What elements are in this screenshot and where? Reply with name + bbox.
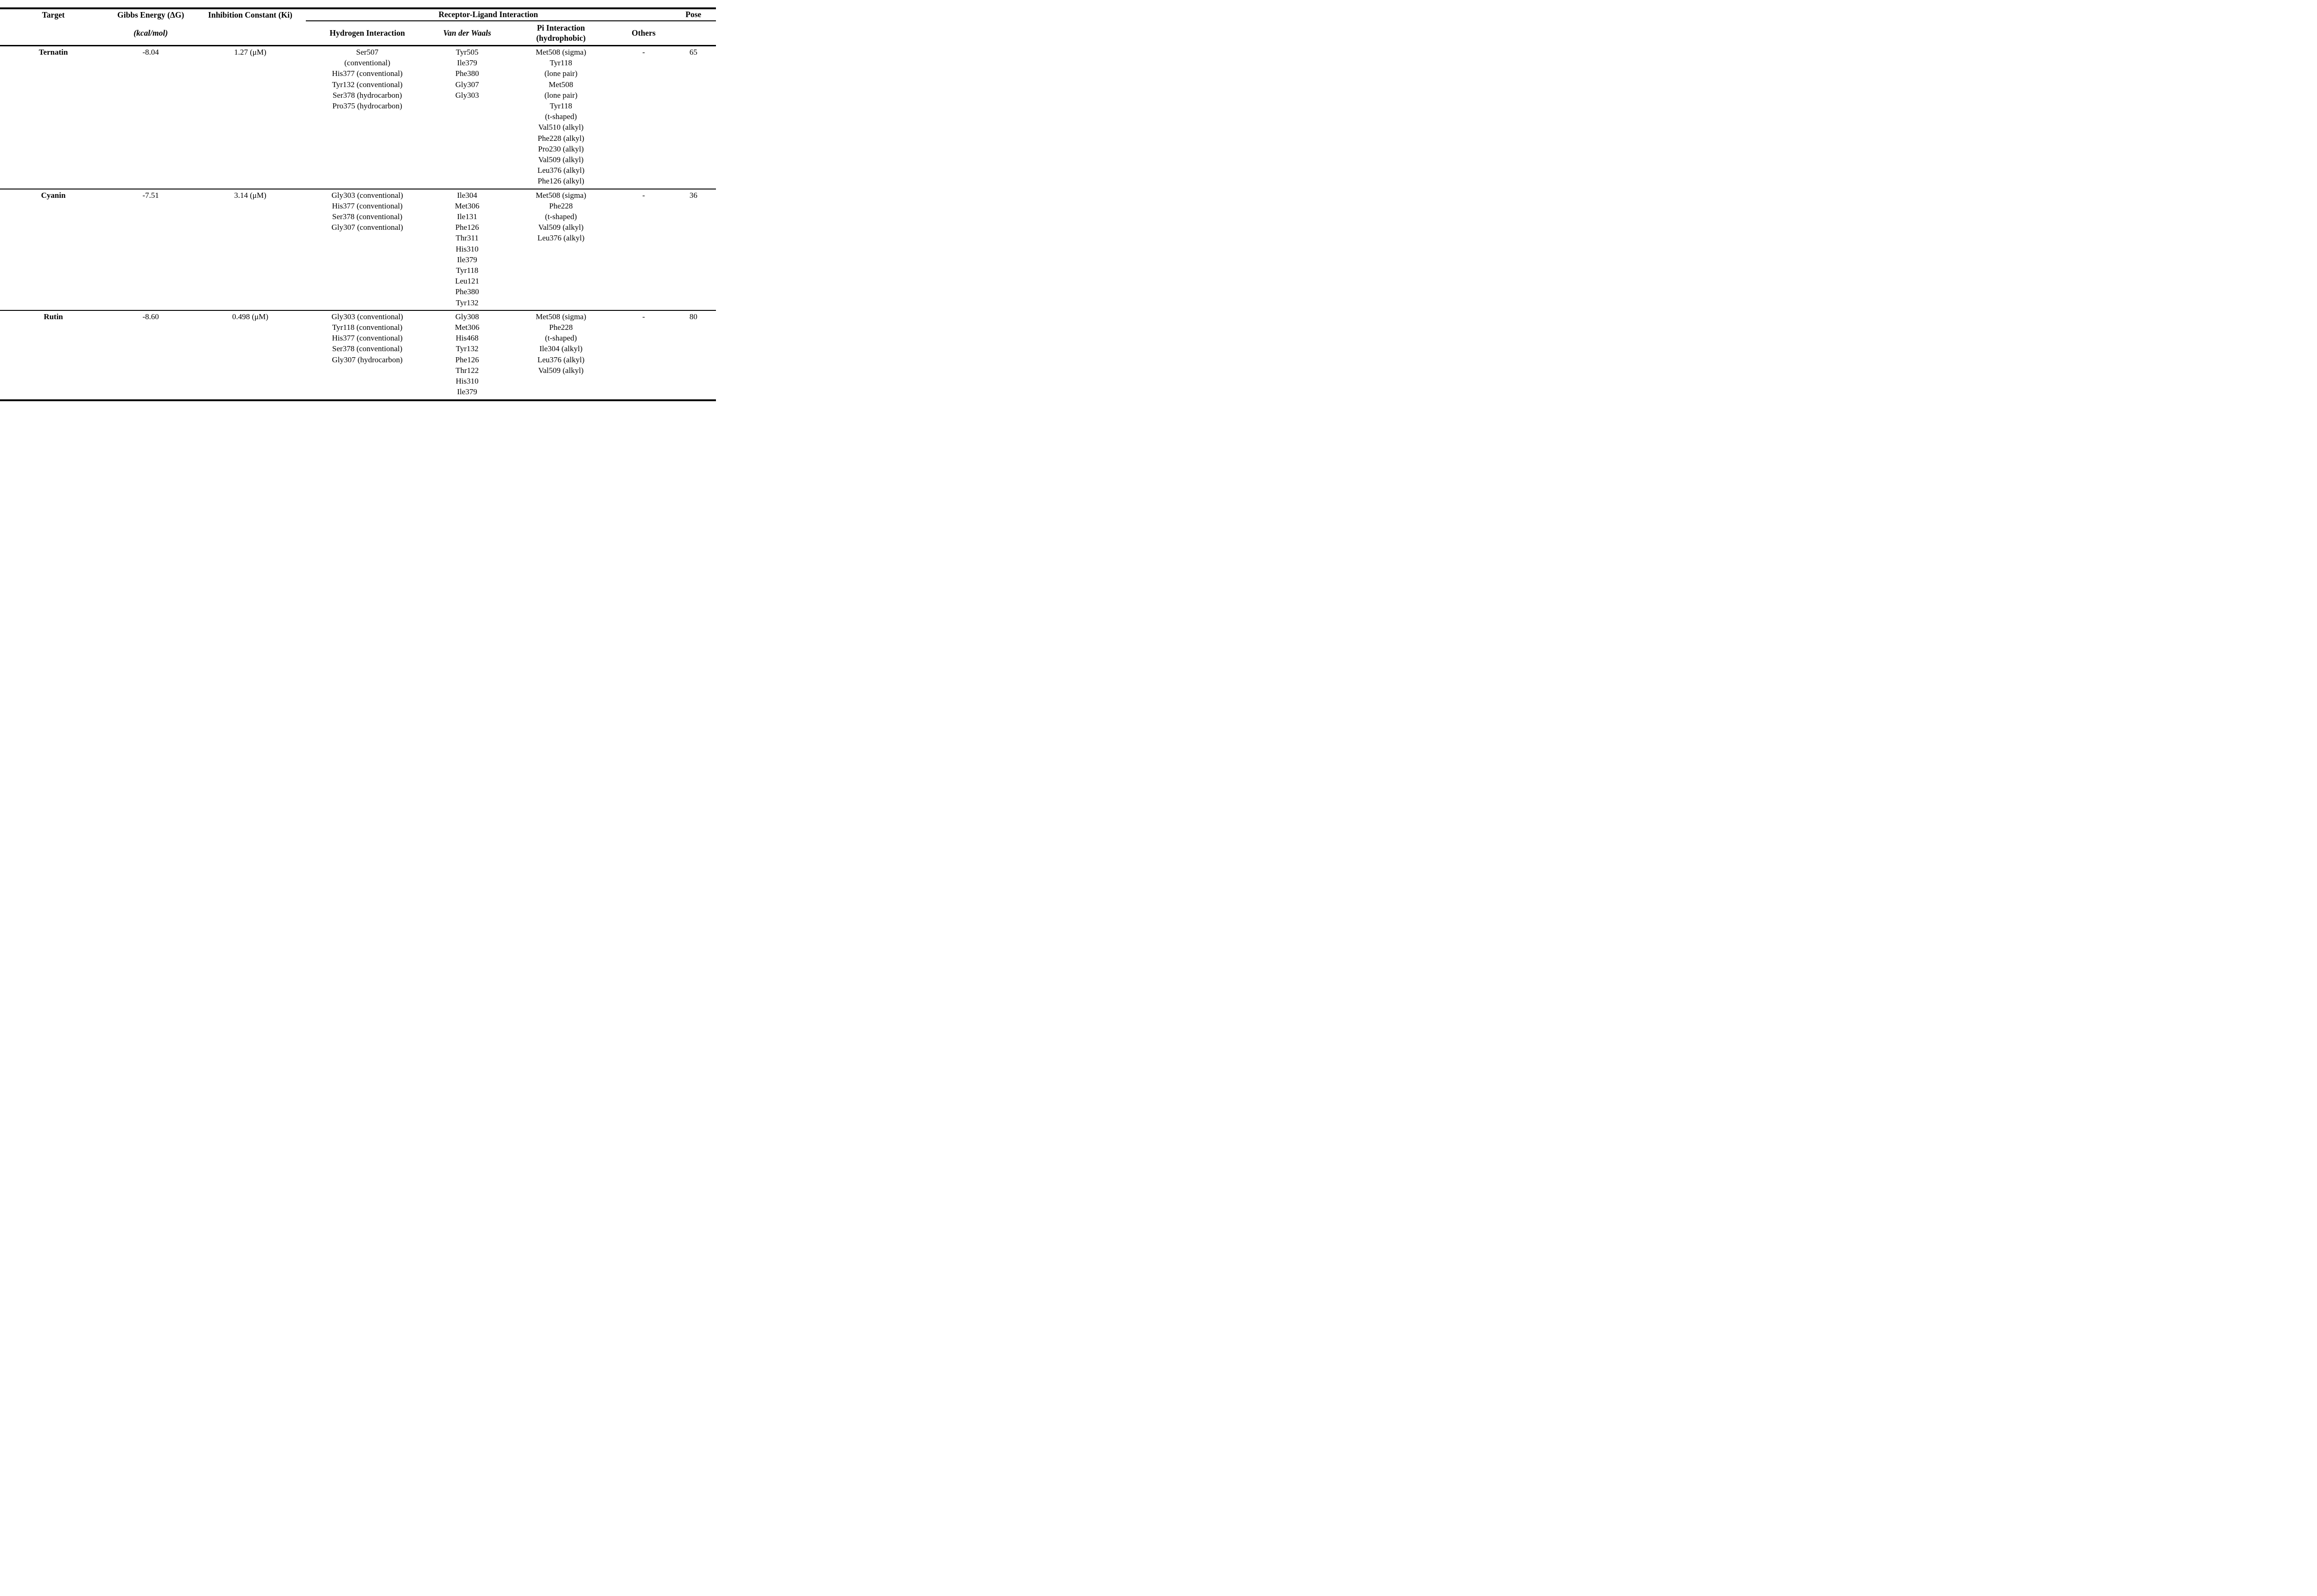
pose-cell: 36 — [689, 190, 697, 200]
vdw-cell: Ile304 Met306 Ile131 Phe126 Thr311 His310 Ile3… — [455, 190, 480, 307]
col-header-target: Target — [0, 7, 107, 21]
col-header-gibbs-energy: Gibbs Energy (ΔG) — [107, 7, 195, 21]
col-header-van-der-waals: Van der Waals — [429, 21, 506, 46]
pose-cell: 65 — [689, 48, 697, 57]
docking-results-table: Target Gibbs Energy (ΔG) Inhibition Cons… — [0, 7, 716, 401]
others-cell: - — [642, 190, 645, 200]
pi-cell: Met508 (sigma) Phe228 (t-shaped) Ile304 (al… — [535, 312, 587, 375]
ki-cell: 3.14 (μM) — [234, 190, 266, 200]
paper-table-page: Target Gibbs Energy (ΔG) Inhibition Cons… — [0, 0, 716, 407]
header-spacer-target — [0, 21, 107, 46]
col-header-pi-interaction: Pi Interaction (hydrophobic) — [505, 21, 617, 46]
table-row-cyanin: Cyanin -7.51 3.14 (μM) Gly303 (conventio… — [0, 189, 716, 310]
col-header-others: Others — [616, 21, 671, 46]
others-cell: - — [642, 312, 645, 321]
others-cell: - — [642, 48, 645, 57]
ki-cell: 1.27 (μM) — [234, 48, 266, 57]
header-spacer-pose — [671, 21, 716, 46]
gibbs-cell: -8.60 — [142, 312, 159, 321]
hydrogen-cell: Gly303 (conventional) His377 (conventiona… — [331, 190, 403, 232]
header-row-1: Target Gibbs Energy (ΔG) Inhibition Cons… — [0, 7, 716, 21]
gibbs-cell: -8.04 — [142, 48, 159, 57]
col-header-gibbs-units: (kcal/mol) — [107, 21, 195, 46]
col-header-inhibition-constant: Inhibition Constant (Ki) — [195, 7, 306, 21]
ki-cell: 0.498 (μM) — [232, 312, 268, 321]
vdw-cell: Tyr505 Ile379 Phe380 Gly307 Gly303 — [455, 48, 479, 100]
vdw-cell: Gly308 Met306 His468 Tyr132 Phe126 Thr122 His3… — [455, 312, 480, 397]
gibbs-cell: -7.51 — [142, 190, 159, 200]
pi-header-line2: (hydrophobic) — [536, 33, 586, 43]
pi-cell: Met508 (sigma) Tyr118 (lone pair) Met508 (lo… — [535, 48, 587, 186]
table-row-ternatin: Ternatin -8.04 1.27 (μM) Ser507 (conventi… — [0, 46, 716, 189]
col-header-hydrogen-interaction: Hydrogen Interaction — [305, 21, 429, 46]
target-cell: Cyanin — [41, 190, 66, 200]
header-spacer-ki — [195, 21, 306, 46]
pi-cell: Met508 (sigma) Phe228 (t-shaped) Val509 (al… — [535, 190, 587, 243]
table-row-rutin: Rutin -8.60 0.498 (μM) Gly303 (conventio… — [0, 310, 716, 400]
hydrogen-cell: Gly303 (conventional) Tyr118 (conventiona… — [331, 312, 403, 364]
hydrogen-cell: Ser507 (conventional) His377 (conventional… — [332, 48, 403, 111]
pi-header-line1: Pi Interaction — [537, 23, 585, 32]
pose-cell: 80 — [689, 312, 697, 321]
target-cell: Rutin — [44, 312, 63, 321]
col-header-pose: Pose — [671, 7, 716, 21]
header-row-2: (kcal/mol) Hydrogen Interaction Van der … — [0, 21, 716, 46]
target-cell: Ternatin — [38, 48, 68, 57]
col-header-receptor-ligand-interaction: Receptor-Ligand Interaction — [305, 7, 671, 21]
